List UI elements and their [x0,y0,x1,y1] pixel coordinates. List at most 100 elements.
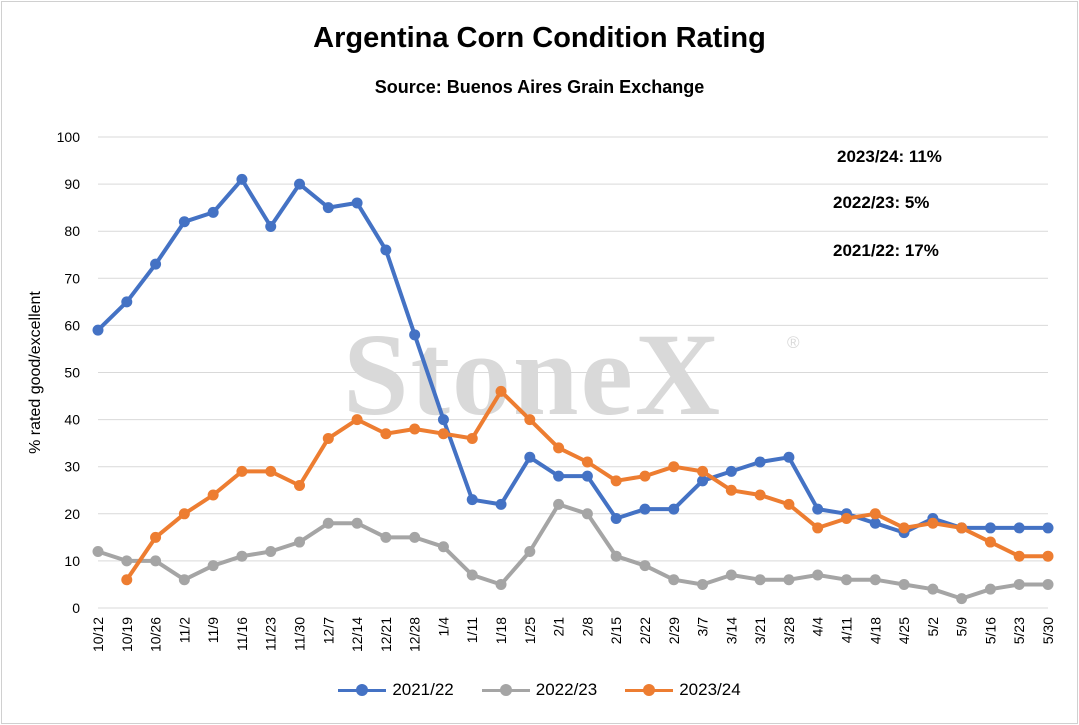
legend-item-2022-23[interactable]: 2022/23 [481,680,597,700]
data-point-2022-23 [610,550,622,562]
x-tick-label: 5/23 [1011,617,1027,644]
x-tick-label: 5/9 [954,617,970,637]
x-tick-label: 12/21 [378,617,394,652]
x-tick-label: 5/16 [982,617,998,644]
data-point-2021-22 [668,503,680,515]
data-point-2021-22 [610,513,622,525]
x-tick-label: 4/4 [810,617,826,637]
data-point-2021-22 [351,197,363,209]
data-point-2023-24 [553,442,565,454]
x-tick-label: 11/23 [263,617,279,651]
x-tick-label: 11/2 [176,617,192,643]
data-point-2023-24 [1013,550,1025,562]
data-point-2021-22 [725,465,737,477]
data-point-2023-24 [1042,550,1054,562]
data-point-2021-22 [121,296,133,308]
y-tick-label: 100 [57,129,81,145]
x-tick-label: 3/28 [781,617,797,644]
x-tick-label: 12/28 [407,617,423,652]
data-point-2022-23 [812,569,824,581]
data-point-2023-24 [351,414,363,426]
data-point-2021-22 [437,414,449,426]
data-point-2023-24 [294,480,306,492]
y-axis-label: % rated good/excellent [27,291,44,454]
x-tick-label: 5/30 [1040,617,1056,644]
x-tick-label: 12/7 [320,617,336,644]
data-point-2021-22 [178,216,190,228]
data-point-2021-22 [524,451,536,463]
data-point-2023-24 [668,461,680,473]
x-tick-label: 4/18 [867,617,883,644]
data-point-2021-22 [1013,522,1025,534]
data-point-2021-22 [322,202,334,214]
data-point-2023-24 [409,423,421,435]
series-line-2022-23 [96,502,1050,601]
data-point-2021-22 [869,517,881,529]
annotation-2021-22: 2021/22: 17% [833,241,939,260]
data-point-2021-22 [754,456,766,468]
x-tick-label: 1/25 [522,617,538,644]
registered-mark: ® [787,333,800,352]
y-tick-label: 20 [64,506,80,522]
data-point-2022-23 [956,593,968,605]
data-point-2023-24 [869,508,881,520]
legend-label-2021-22: 2021/22 [392,680,454,699]
data-point-2022-23 [322,517,334,529]
data-point-2022-23 [1013,578,1025,590]
data-point-2021-22 [207,206,219,218]
annotation-2023-24: 2023/24: 11% [837,147,942,166]
data-point-2022-23 [927,583,939,595]
y-tick-label: 0 [72,600,80,616]
data-point-2023-24 [956,522,968,534]
data-point-2023-24 [927,517,939,529]
data-point-2023-24 [380,428,392,440]
x-tick-label: 11/30 [292,617,308,651]
data-point-2022-23 [869,574,881,586]
data-point-2022-23 [236,550,248,562]
y-tick-label: 30 [64,459,80,475]
x-tick-label: 3/21 [752,617,768,644]
x-tick-label: 3/7 [695,617,711,637]
x-tick-label: 2/8 [579,617,595,637]
x-tick-label: 10/19 [119,617,135,652]
y-tick-label: 80 [64,223,80,239]
x-tick-label: 10/26 [148,617,164,652]
data-point-2022-23 [697,578,709,590]
data-point-2022-23 [121,555,133,567]
data-point-2023-24 [178,508,190,520]
data-point-2023-24 [725,484,737,496]
data-point-2021-22 [92,324,104,336]
legend-item-2023-24[interactable]: 2023/24 [625,680,741,700]
y-tick-label: 10 [64,553,80,569]
data-point-2022-23 [553,498,565,510]
x-tick-label: 12/14 [349,617,365,652]
data-point-2022-23 [668,574,680,586]
data-point-2022-23 [1042,578,1054,590]
y-tick-label: 90 [64,176,80,192]
legend-swatch-2022-23 [481,684,530,696]
data-point-2022-23 [178,574,190,586]
chart-title: Argentina Corn Condition Rating [313,22,766,54]
data-point-2022-23 [725,569,737,581]
data-point-2021-22 [581,470,593,482]
data-point-2023-24 [783,498,795,510]
y-tick-label: 50 [64,365,80,381]
x-tick-label: 2/15 [608,617,624,644]
data-point-2022-23 [351,517,363,529]
data-point-2023-24 [984,536,996,548]
data-point-2021-22 [265,220,277,232]
y-tick-label: 60 [64,317,80,333]
data-point-2023-24 [150,531,162,543]
data-point-2021-22 [236,173,248,185]
data-point-2023-24 [639,470,651,482]
data-point-2023-24 [610,475,622,487]
x-tick-label: 4/25 [896,617,912,644]
stonex-watermark: StoneX [343,309,723,440]
legend-item-2021-22[interactable]: 2021/22 [338,680,454,700]
data-point-2022-23 [437,541,449,553]
annotation-2022-23: 2022/23: 5% [833,193,930,212]
x-tick-label: 1/4 [435,617,451,637]
data-point-2022-23 [466,569,478,581]
data-point-2023-24 [466,432,478,444]
